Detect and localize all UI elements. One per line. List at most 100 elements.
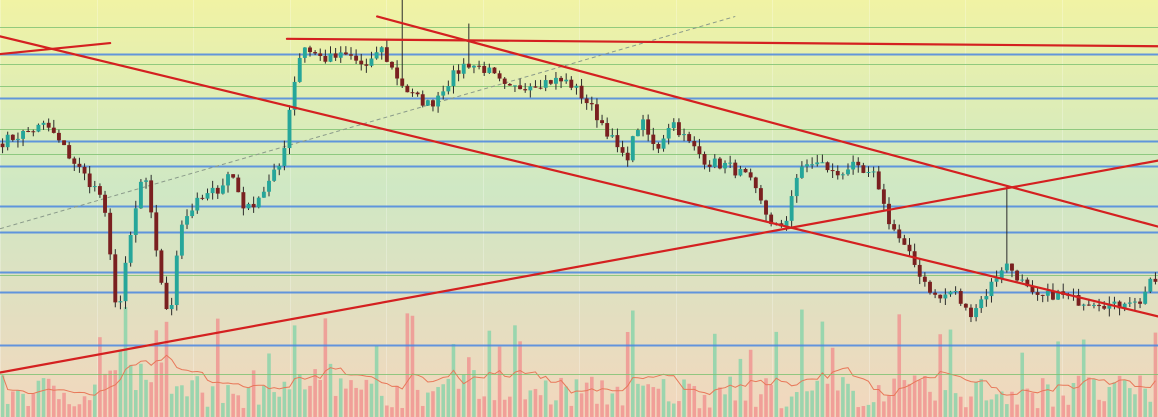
candle-bull bbox=[610, 135, 615, 137]
volume-bar bbox=[41, 378, 46, 417]
candle-bear bbox=[415, 92, 420, 95]
volume-bar bbox=[92, 384, 97, 417]
volume-bar bbox=[1035, 408, 1040, 417]
volume-bar bbox=[917, 379, 922, 417]
volume-bar bbox=[467, 357, 471, 417]
volume-bar bbox=[764, 378, 768, 417]
candle-bear bbox=[548, 80, 553, 84]
trendline bbox=[376, 15, 1158, 228]
volume-bar bbox=[1010, 391, 1014, 417]
volume-bar bbox=[1138, 375, 1142, 417]
candle-bull bbox=[1107, 303, 1112, 309]
volume-bar bbox=[543, 380, 548, 417]
volume-bar bbox=[1087, 377, 1091, 417]
candle-bear bbox=[579, 85, 584, 99]
candle-bull bbox=[128, 235, 133, 263]
volume-bar bbox=[1097, 399, 1101, 417]
candle-bear bbox=[354, 55, 359, 61]
volume-bar bbox=[646, 384, 650, 417]
volume-bar bbox=[72, 406, 77, 417]
volume-bar bbox=[656, 388, 661, 417]
candle-bear bbox=[969, 307, 973, 318]
volume-bar bbox=[887, 395, 891, 417]
volume-bar bbox=[190, 380, 194, 417]
volume-bar bbox=[615, 386, 620, 417]
guide-line bbox=[0, 15, 736, 230]
candle-bull bbox=[1143, 291, 1148, 304]
candle-bull bbox=[671, 122, 676, 129]
candle-bull bbox=[328, 53, 333, 62]
candle-bear bbox=[707, 164, 712, 167]
candle-bull bbox=[338, 52, 343, 58]
volume-bar bbox=[1040, 378, 1045, 417]
candle-bear bbox=[410, 92, 415, 94]
volume-bar bbox=[308, 385, 312, 417]
volume-bar bbox=[221, 402, 225, 417]
candle-bear bbox=[149, 180, 154, 213]
candle-bull bbox=[379, 47, 384, 53]
volume-bar bbox=[876, 385, 881, 417]
volume-bar bbox=[410, 315, 415, 417]
candle-bull bbox=[451, 70, 456, 87]
volume-bar bbox=[620, 405, 625, 417]
candle-bull bbox=[1127, 302, 1132, 304]
volume-bar bbox=[277, 396, 282, 417]
candle-bear bbox=[1102, 306, 1107, 309]
volume-bar bbox=[21, 393, 25, 417]
candle-bull bbox=[666, 128, 671, 139]
candle-bull bbox=[205, 193, 210, 199]
candle-bull bbox=[174, 255, 179, 306]
volume-bar bbox=[26, 405, 30, 417]
volume-bar bbox=[815, 380, 820, 417]
volume-bar bbox=[323, 318, 328, 417]
volume-bar bbox=[246, 387, 251, 417]
candle-bear bbox=[333, 53, 338, 58]
candle-bear bbox=[963, 303, 968, 308]
volume-bar bbox=[364, 379, 369, 417]
volume-bar bbox=[1133, 394, 1137, 417]
volume-bar bbox=[753, 406, 758, 417]
volume-bar bbox=[385, 405, 389, 417]
volume-bar bbox=[671, 403, 676, 417]
candle-bull bbox=[805, 164, 809, 167]
volume-bar bbox=[1128, 388, 1132, 417]
volume-bar bbox=[241, 407, 246, 417]
volume-bar bbox=[651, 387, 656, 417]
volume-bar bbox=[820, 321, 825, 417]
volume-bar bbox=[400, 407, 405, 417]
volume-ma-line bbox=[2, 354, 1156, 397]
volume-bar bbox=[169, 393, 174, 417]
volume-bar bbox=[969, 396, 973, 417]
volume-bar bbox=[149, 382, 153, 417]
candle-bear bbox=[717, 158, 722, 169]
candle-bull bbox=[287, 109, 292, 149]
candle-bear bbox=[113, 254, 118, 303]
volume-bar bbox=[523, 399, 527, 417]
volume-bar bbox=[779, 408, 784, 417]
candle-bear bbox=[349, 54, 353, 56]
volume-bar bbox=[5, 403, 10, 417]
volume-bar bbox=[712, 333, 717, 417]
candle-bear bbox=[103, 194, 107, 213]
volume-bar bbox=[369, 383, 374, 417]
candle-bear bbox=[507, 83, 512, 86]
candle-bear bbox=[62, 140, 66, 146]
trendline bbox=[0, 35, 1158, 318]
candle-bull bbox=[682, 134, 686, 136]
candle-bear bbox=[651, 134, 656, 144]
volume-bar bbox=[374, 345, 379, 417]
volume-bar bbox=[1143, 388, 1147, 417]
candle-bear bbox=[497, 73, 502, 79]
volume-bar bbox=[477, 398, 481, 417]
volume-bar bbox=[677, 401, 681, 417]
volume-bar bbox=[974, 381, 978, 417]
volume-bar bbox=[282, 381, 287, 417]
candle-bull bbox=[738, 168, 743, 176]
volume-bar bbox=[318, 380, 323, 417]
candle-bull bbox=[979, 299, 984, 309]
candle-bear bbox=[687, 134, 692, 142]
candle-bear bbox=[958, 291, 963, 304]
candle-bear bbox=[933, 292, 938, 295]
